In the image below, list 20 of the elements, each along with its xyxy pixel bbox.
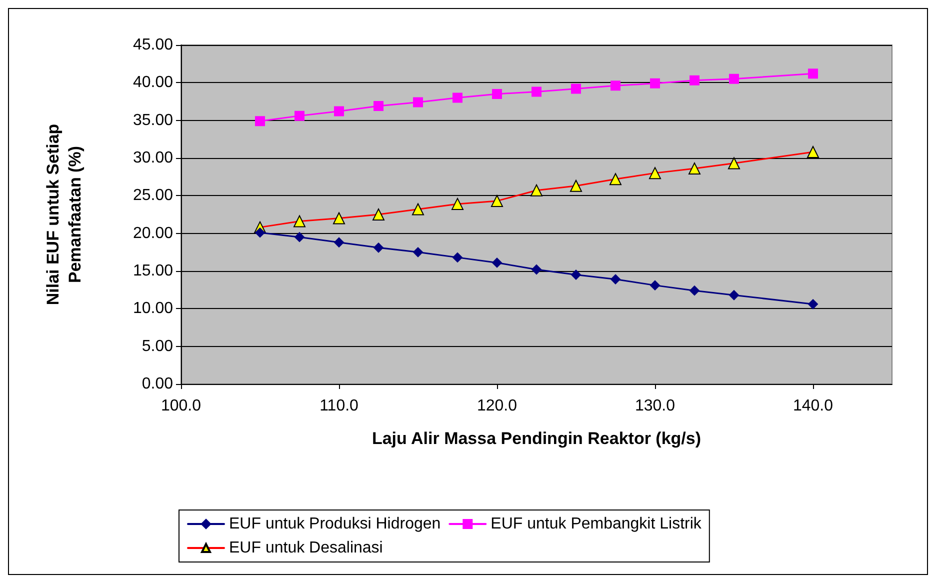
x-tick-label: 110.0 [320,398,359,414]
y-axis-title: Nilai EUF untuk Setiap Pemanfaatan (%) [44,124,84,306]
y-tick-label: 15.00 [132,262,174,280]
y-tick-label: 10.00 [132,300,174,318]
x-tick-label: 100.0 [160,398,202,414]
y-tick-label: 40.00 [132,74,174,92]
y-tick-label: 30.00 [132,150,174,166]
legend-label: EUF untuk Desalinasi [229,540,383,556]
y-tick-label: 5.00 [142,338,174,355]
legend-label: EUF untuk Pembangkit Listrik [490,516,702,532]
y-tick-label: 0.00 [142,376,174,392]
legend-label: EUF untuk Produksi Hidrogen [229,516,441,532]
y-tick-label: 35.00 [132,112,174,129]
x-tick-label: 130.0 [634,398,676,414]
x-tick-label: 120.0 [476,398,518,414]
y-tick-label: 45.00 [132,36,174,54]
x-axis-title: Laju Alir Massa Pendingin Reaktor (kg/s) [372,429,702,448]
x-tick-label: 140.0 [792,398,834,414]
y-tick-label: 20.00 [132,224,174,242]
y-tick-label: 25.00 [132,187,174,204]
